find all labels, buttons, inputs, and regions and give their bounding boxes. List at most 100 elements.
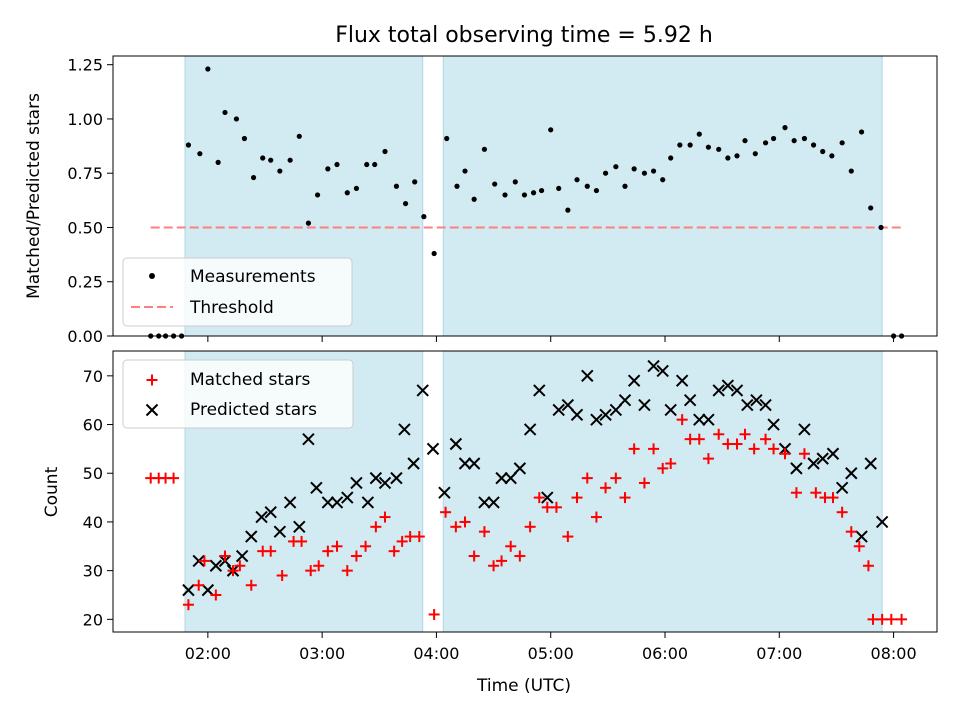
matched-star-point: [693, 433, 705, 445]
matched-star-point: [210, 589, 222, 601]
measurement-point: [372, 161, 378, 168]
predicted-star-point-b: [293, 520, 306, 534]
measurement-point: [622, 183, 628, 189]
predicted-star-point-b: [283, 496, 297, 509]
predicted-star-point-b: [864, 457, 877, 470]
measurement-point: [268, 157, 274, 163]
matched-star-point: [571, 492, 583, 504]
x-tick-label: 05:00: [528, 644, 574, 663]
ratio-points: [148, 66, 905, 339]
measurement-point: [233, 116, 240, 122]
predicted-star-point-b: [647, 359, 660, 373]
measurement-point: [593, 187, 600, 194]
matched-star-point: [562, 531, 574, 543]
measurement-point: [770, 135, 777, 142]
predicted-star-point-b: [599, 408, 612, 422]
predicted-star-point-b: [721, 379, 735, 392]
predicted-star-point-b: [730, 384, 744, 397]
predicted-star-point: [750, 393, 763, 407]
predicted-star-point: [541, 491, 554, 504]
measurement-point: [296, 133, 302, 139]
measurement-point: [848, 168, 854, 174]
measurement-point: [502, 192, 508, 198]
y-tick-label: 0.00: [67, 327, 103, 346]
ratio-x-ticks: [207, 336, 895, 342]
predicted-star-point: [599, 408, 612, 422]
matched-star-point: [810, 487, 822, 499]
measurement-point: [687, 142, 693, 148]
predicted-star-point: [467, 457, 481, 470]
predicted-star-point-b: [693, 413, 706, 426]
predicted-star-point-b: [302, 432, 315, 446]
predicted-legend-glyph: [145, 403, 159, 417]
predicted-star-point-b: [369, 471, 383, 485]
matched-star-point: [713, 428, 725, 440]
predicted-star-point: [702, 413, 715, 426]
predicted-star-point-b: [350, 476, 363, 490]
matched-star-point: [296, 535, 308, 547]
predicted-star-point: [570, 408, 584, 422]
matched-star-point: [440, 506, 452, 518]
predicted-star-point-b: [390, 471, 403, 485]
matched-star-point: [168, 472, 180, 484]
predicted-star-point: [390, 471, 403, 485]
predicted-star-point-b: [875, 515, 889, 529]
predicted-star-point-b: [378, 476, 392, 490]
predicted-star-point-b: [826, 447, 840, 460]
count-panel: 02:00 03:00 04:00 05:00 06:00 07:00 08:00 20 30…: [42, 350, 938, 696]
matched-star-point: [853, 540, 865, 552]
predicted-star-point: [581, 369, 594, 383]
matched-star-point: [836, 506, 848, 518]
predicted-star-point: [182, 583, 195, 597]
predicted-star-point: [561, 398, 575, 412]
x-tick-label: 02:00: [185, 644, 231, 663]
y-tick-label: 0.50: [67, 218, 103, 237]
predicted-star-point-b: [255, 510, 268, 524]
predicted-star-point-b: [590, 413, 603, 426]
measurement-point: [287, 157, 293, 163]
predicted-star-point-b: [741, 398, 754, 412]
predicted-star-point-b: [495, 471, 508, 485]
measurement-point: [334, 161, 340, 168]
predicted-star-point: [416, 384, 429, 397]
measurement-point: [185, 142, 192, 148]
count-plot-frame: [112, 350, 938, 633]
matched-star-point: [396, 535, 408, 547]
measurement-point: [556, 185, 562, 192]
measurement-point: [530, 190, 537, 196]
predicted-star-point: [656, 364, 669, 378]
predicted-legend-label: Predicted stars: [190, 400, 317, 420]
predicted-star-point: [675, 374, 689, 387]
x-tick-label: 07:00: [756, 644, 802, 663]
predicted-star-point-b: [341, 491, 354, 504]
predicted-star-point-b: [330, 496, 344, 509]
matched-star-point: [790, 487, 802, 499]
measurement-point: [791, 138, 797, 144]
predicted-star-point: [438, 486, 451, 499]
measurement-point: [660, 177, 666, 183]
matched-star-point: [648, 443, 660, 455]
predicted-star-point: [321, 496, 335, 509]
predicted-star-point-b: [533, 384, 546, 397]
measurement-point: [538, 187, 545, 194]
observing-span: [442, 350, 883, 633]
predicted-star-point: [513, 462, 527, 475]
ratio-panel: 0.00 0.25 0.50 0.75 1.00 1.25 Matched/Predict…: [24, 55, 938, 346]
measurement-point: [382, 148, 388, 155]
predicted-star-point-b: [638, 398, 651, 412]
measurement-point: [471, 196, 477, 202]
measurement-point: [742, 138, 748, 144]
matched-star-point: [739, 428, 751, 440]
predicted-star-point-b: [478, 496, 491, 509]
predicted-star-point: [807, 457, 820, 470]
predicted-star-point: [426, 442, 440, 456]
predicted-star-point-b: [767, 418, 780, 431]
matched-star-point: [305, 565, 317, 577]
predicted-star-point-b: [245, 530, 258, 543]
predicted-legend-marker: [145, 403, 159, 417]
measurement-point: [752, 151, 758, 157]
predicted-star-point: [458, 457, 472, 470]
matched-star-point: [760, 433, 772, 445]
matched-star-point: [628, 443, 640, 455]
measurement-point: [344, 190, 350, 196]
